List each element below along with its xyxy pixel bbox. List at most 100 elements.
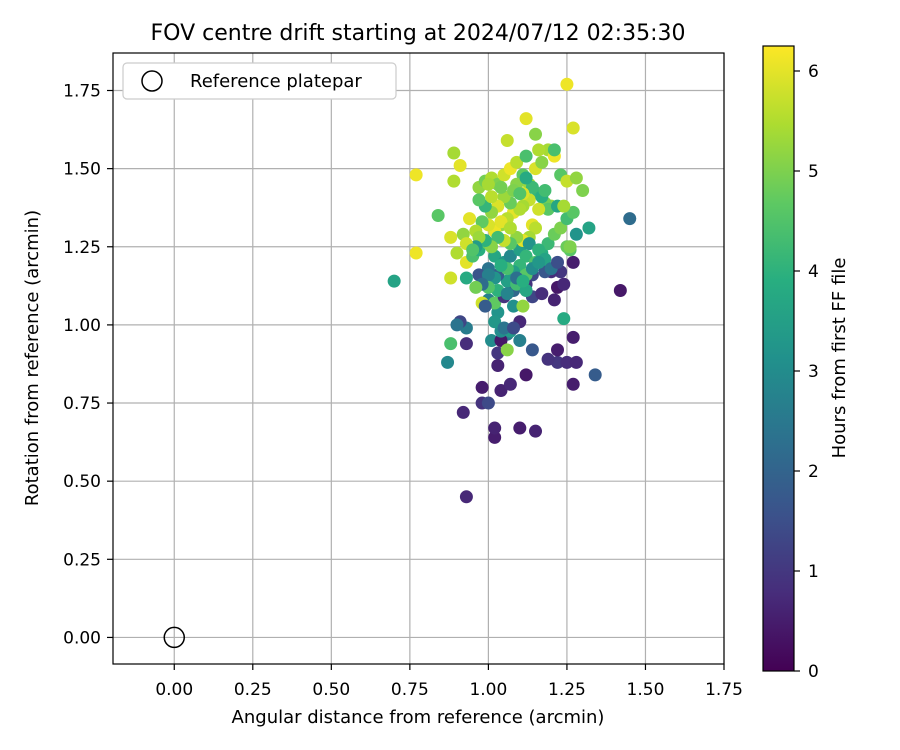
colorbar-tick-label: 1	[808, 562, 819, 582]
x-tick-label: 0.50	[312, 680, 350, 700]
data-point	[459, 337, 473, 351]
data-point	[478, 299, 492, 313]
plot-frame	[112, 52, 725, 665]
data-point	[566, 330, 580, 344]
data-point	[500, 343, 514, 357]
data-point	[444, 337, 458, 351]
y-tick-label: 1.00	[63, 316, 101, 336]
colorbar-tick-label: 5	[808, 162, 819, 182]
data-point	[566, 121, 580, 135]
legend: Reference platepar	[122, 62, 397, 100]
data-point	[450, 318, 464, 332]
data-point	[529, 221, 543, 235]
data-point	[513, 334, 527, 348]
data-point	[485, 190, 499, 204]
data-point	[613, 284, 627, 298]
data-point	[488, 430, 502, 444]
data-point	[560, 355, 574, 369]
data-point	[525, 180, 539, 194]
data-point	[557, 199, 571, 213]
data-point	[519, 171, 533, 185]
data-point	[513, 202, 527, 216]
data-point	[588, 368, 602, 382]
data-point	[481, 268, 495, 282]
y-tick-label: 1.75	[63, 82, 101, 102]
data-point	[541, 237, 555, 251]
data-point	[494, 334, 508, 348]
data-point	[466, 243, 480, 257]
data-point	[563, 240, 577, 254]
data-point	[532, 202, 546, 216]
data-point	[519, 368, 533, 382]
data-point	[485, 334, 499, 348]
data-point	[519, 112, 533, 126]
data-point	[409, 246, 423, 260]
data-point	[569, 227, 583, 241]
data-point	[566, 205, 580, 219]
colorbar-tick-label: 3	[808, 362, 819, 382]
data-point	[513, 421, 527, 435]
x-tick-label: 1.25	[548, 680, 586, 700]
data-point	[409, 168, 423, 182]
data-point	[513, 187, 527, 201]
data-point	[431, 209, 445, 223]
data-point	[554, 221, 568, 235]
data-point	[500, 287, 514, 301]
data-point	[532, 143, 546, 157]
data-point	[566, 255, 580, 269]
data-point	[547, 293, 561, 307]
data-point	[510, 155, 524, 169]
data-point	[623, 212, 637, 226]
x-tick-label: 0.00	[155, 680, 193, 700]
data-point	[481, 177, 495, 191]
data-point	[535, 155, 549, 169]
legend-marker-icon	[141, 70, 163, 92]
data-point	[519, 149, 533, 163]
data-point	[444, 230, 458, 244]
data-point	[525, 343, 539, 357]
data-point	[441, 355, 455, 369]
data-point	[547, 143, 561, 157]
data-point	[500, 134, 514, 148]
data-point	[463, 212, 477, 226]
colorbar-tick-label: 0	[808, 662, 819, 682]
colorbar-label: Hours from first FF file	[829, 258, 850, 459]
data-point	[494, 384, 508, 398]
colorbar-tick-label: 6	[808, 62, 819, 82]
colorbar-ticks: 0 1 2 3 4 5 6	[794, 62, 819, 682]
data-point	[444, 271, 458, 285]
data-point	[566, 377, 580, 391]
data-point	[469, 280, 483, 294]
grid	[113, 53, 725, 664]
data-point	[535, 287, 549, 301]
data-point	[494, 259, 508, 273]
data-point	[519, 249, 533, 263]
y-axis-label: Rotation from reference (arcmin)	[22, 210, 43, 506]
data-point	[560, 77, 574, 91]
x-tick-label: 0.75	[391, 680, 429, 700]
data-point	[532, 255, 546, 269]
data-point	[569, 171, 583, 185]
colorbar: 0 1 2 3 4 5 6 Hours from first FF file	[762, 45, 850, 682]
y-tick-label: 0.50	[63, 472, 101, 492]
points	[387, 77, 637, 504]
colorbar-tick-label: 2	[808, 462, 819, 482]
data-point	[494, 215, 508, 229]
data-point	[447, 146, 461, 160]
colorbar-gradient	[762, 45, 795, 672]
data-point	[488, 421, 502, 435]
x-axis-label: Angular distance from reference (arcmin)	[232, 707, 605, 728]
data-point	[387, 274, 401, 288]
legend-box	[122, 62, 397, 100]
data-point	[541, 352, 555, 366]
data-point	[538, 184, 552, 198]
reference-point	[163, 626, 186, 649]
data-point	[481, 396, 495, 410]
data-point	[532, 243, 546, 257]
x-tick-label: 1.75	[705, 680, 743, 700]
colorbar-tick-label: 4	[808, 262, 819, 282]
x-axis: 0.00 0.25 0.50 0.75 1.00 1.25 1.50 1.75	[155, 664, 743, 700]
data-point	[494, 180, 508, 194]
data-point	[529, 424, 543, 438]
data-point	[516, 274, 530, 288]
